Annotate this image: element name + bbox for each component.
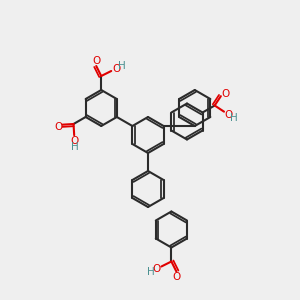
- Text: H: H: [147, 267, 154, 277]
- Text: O: O: [221, 89, 229, 99]
- Text: O: O: [54, 122, 62, 132]
- Text: H: H: [71, 142, 79, 152]
- Text: O: O: [112, 64, 120, 74]
- Text: O: O: [224, 110, 233, 120]
- Text: O: O: [92, 56, 100, 66]
- Text: O: O: [70, 136, 79, 146]
- Text: O: O: [152, 264, 160, 274]
- Text: H: H: [230, 113, 238, 123]
- Text: O: O: [172, 272, 181, 281]
- Text: H: H: [118, 61, 126, 70]
